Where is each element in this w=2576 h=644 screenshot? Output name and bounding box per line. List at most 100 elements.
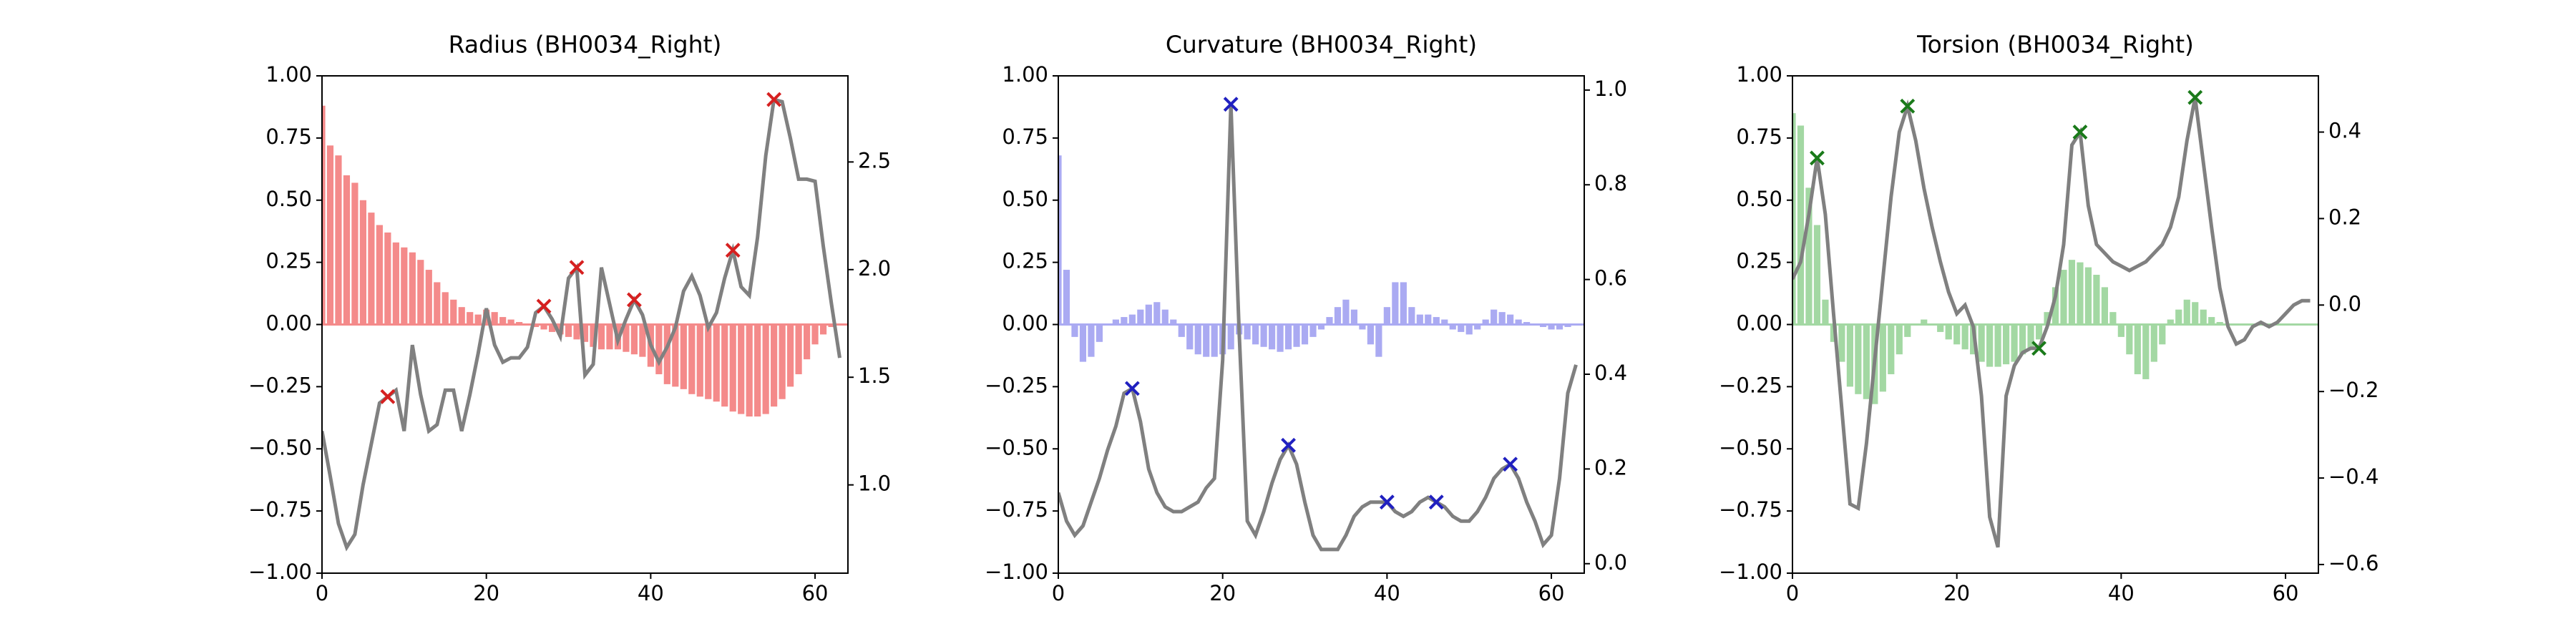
bar — [1961, 324, 1968, 350]
bar — [2183, 299, 2190, 325]
x-tick-label: 40 — [638, 581, 664, 605]
bar — [458, 307, 465, 325]
y-tick-label: 0.75 — [1736, 125, 1782, 149]
bar — [2019, 324, 2026, 355]
bar — [1458, 324, 1465, 332]
bar — [1058, 155, 1062, 325]
bar — [803, 324, 811, 360]
bar — [1921, 319, 1928, 325]
bar — [2011, 324, 2018, 362]
peak-marker — [2072, 125, 2088, 140]
bar — [2150, 324, 2157, 362]
bar — [1846, 324, 1853, 387]
bar — [811, 324, 819, 345]
bar — [819, 324, 827, 335]
bar — [738, 324, 745, 414]
y-tick-label: 1.00 — [265, 62, 312, 87]
y-tick-label: −0.50 — [248, 435, 312, 459]
bar — [425, 270, 432, 325]
x-tick-label: 20 — [1943, 581, 1970, 605]
bar — [2077, 262, 2084, 325]
y-tick-label: 0.00 — [265, 311, 312, 336]
y2-tick-label: 2.0 — [858, 256, 891, 280]
bar — [401, 247, 408, 325]
bar — [713, 324, 720, 402]
line — [1792, 97, 2311, 548]
line — [322, 97, 841, 552]
bar — [1293, 324, 1300, 347]
bar — [368, 213, 375, 325]
y2-tick-label: 0.6 — [1594, 266, 1627, 291]
bar — [441, 292, 449, 325]
bar — [688, 324, 696, 394]
y-tick-label: 0.25 — [265, 249, 312, 273]
bar — [1805, 187, 1813, 325]
bar — [787, 324, 794, 387]
y2-tick-label: 0.4 — [2328, 119, 2361, 143]
bar — [450, 299, 457, 325]
y-tick-label: 0.50 — [265, 187, 312, 211]
y2-tick-label: −0.4 — [2328, 464, 2379, 489]
bar — [1507, 314, 1514, 325]
bar — [680, 324, 687, 389]
peak-marker — [725, 243, 741, 258]
y-tick-label: 0.00 — [1002, 311, 1048, 336]
y-tick-label: 0.75 — [265, 125, 312, 149]
bar — [326, 145, 334, 325]
bar — [639, 324, 646, 357]
x-tick-label: 60 — [1538, 581, 1565, 605]
bar — [516, 322, 523, 325]
bar — [1888, 324, 1895, 374]
bar — [1792, 113, 1796, 325]
x-tick-label: 40 — [1374, 581, 1400, 605]
y-tick-label: −1.00 — [1719, 560, 1782, 584]
bar — [384, 232, 391, 325]
peak-marker — [1124, 381, 1140, 396]
bar — [1284, 324, 1292, 350]
bar — [1227, 324, 1234, 350]
peak-marker — [1223, 97, 1239, 112]
bar — [696, 324, 703, 397]
peak-marker — [2187, 89, 2203, 105]
y-tick-label: 0.25 — [1002, 249, 1048, 273]
bar — [1359, 324, 1366, 330]
bar — [2192, 302, 2199, 325]
bar — [754, 324, 761, 417]
subplot: Curvature (BH0034_Right) 0 20 40 60 1.00 0.75 0… — [985, 31, 1627, 606]
bar — [1145, 304, 1152, 325]
peak-marker — [626, 292, 642, 308]
bar — [2117, 324, 2124, 337]
bar — [322, 105, 326, 325]
bar — [1309, 324, 1317, 337]
bar — [1491, 309, 1498, 325]
bar — [2159, 324, 2166, 345]
bar — [2109, 312, 2117, 325]
bar — [795, 324, 802, 374]
bar — [1813, 225, 1821, 325]
bar — [1498, 312, 1506, 325]
chart-title: Torsion (BH0034_Right) — [1916, 31, 2194, 59]
bar — [351, 182, 358, 325]
bar — [1482, 319, 1489, 325]
bar — [1244, 324, 1251, 340]
bar — [2134, 324, 2141, 374]
y-tick-label: 1.00 — [1736, 62, 1782, 87]
y2-tick-label: 1.0 — [858, 472, 891, 496]
bar — [2167, 319, 2174, 325]
bar — [1556, 324, 1563, 330]
y-tick-label: 0.25 — [1736, 249, 1782, 273]
y-tick-label: 0.75 — [1002, 125, 1048, 149]
x-tick-label: 20 — [473, 581, 499, 605]
bar — [507, 319, 514, 325]
bar — [721, 324, 728, 407]
bar — [1096, 324, 1103, 342]
bar — [1301, 324, 1309, 345]
peak-marker — [1900, 98, 1916, 114]
x-tick-label: 60 — [2273, 581, 2299, 605]
y2-tick-label: 0.2 — [2328, 205, 2361, 229]
bar — [1079, 324, 1087, 362]
bar — [2208, 317, 2215, 325]
bar — [1170, 319, 1177, 325]
bar — [1904, 324, 1911, 337]
